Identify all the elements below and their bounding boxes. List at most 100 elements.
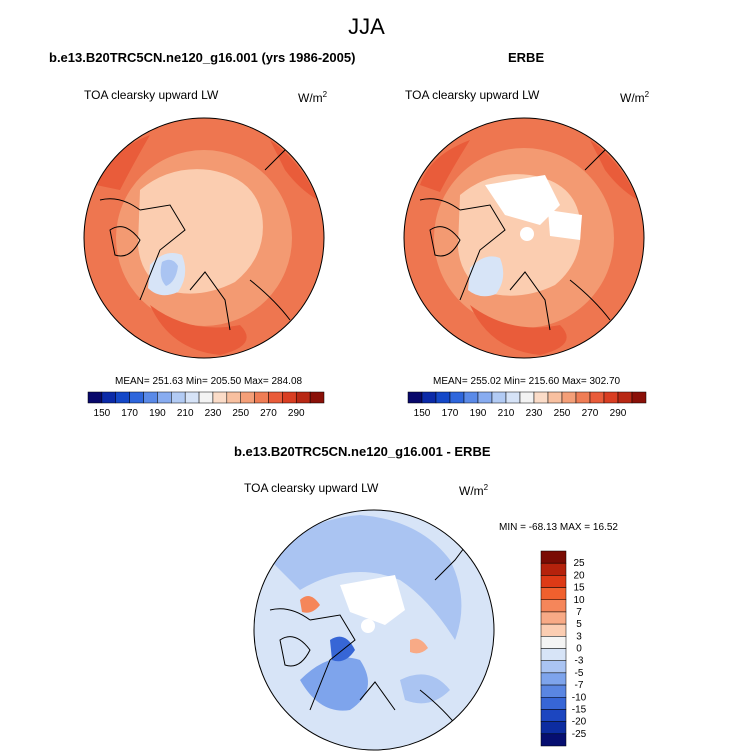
colorbar1-tick-label: 290 [288, 408, 305, 419]
colorbar2-box [589, 391, 605, 404]
panel1-map [83, 117, 325, 359]
colorbar1-box [129, 391, 144, 404]
colorbar2-box [603, 391, 619, 404]
colorbar3-tick-label: 0 [576, 644, 582, 655]
colorbar2-box [435, 391, 451, 404]
colorbar1-box [282, 391, 297, 404]
colorbar3-tick-label: -20 [572, 717, 587, 728]
colorbar2-tick-label: 190 [470, 408, 487, 419]
colorbar2-box [575, 391, 591, 404]
colorbar1-tick-label: 230 [205, 408, 222, 419]
colorbar1-tick-label: 270 [260, 408, 277, 419]
colorbar1-tick-label: 250 [232, 408, 249, 419]
colorbar3-box [540, 550, 567, 564]
panel1-subtitle: TOA clearsky upward LW [84, 88, 219, 102]
colorbar1-box [198, 391, 214, 404]
colorbar2-box [505, 391, 521, 404]
panel2-units: W/m2 [620, 90, 650, 105]
colorbar3-box [540, 721, 567, 735]
colorbar2-tick-label: 250 [554, 408, 571, 419]
colorbar1-box [157, 391, 172, 404]
colorbar3-tick-label: 20 [573, 570, 585, 581]
colorbar1-box [115, 391, 130, 404]
panel2-stats: MEAN= 255.02 Min= 215.60 Max= 302.70 [433, 376, 621, 387]
panel3-units: W/m2 [459, 483, 489, 498]
colorbar1-box [171, 391, 186, 404]
colorbar3-tick-label: -3 [575, 656, 584, 667]
panel3-stats: MIN = -68.13 MAX = 16.52 [499, 522, 618, 533]
colorbar2-box [533, 391, 549, 404]
colorbar2-box [617, 391, 633, 404]
colorbar3-box [540, 660, 567, 674]
colorbar3-tick-label: 7 [576, 607, 582, 618]
colorbar1-box [226, 391, 241, 404]
colorbar2-box [547, 391, 563, 404]
colorbar3-box [540, 648, 567, 661]
colorbar1-tick-label: 210 [177, 408, 194, 419]
colorbar2-box [519, 391, 535, 404]
panel1-stats: MEAN= 251.63 Min= 205.50 Max= 284.08 [115, 376, 303, 387]
colorbar2-box [561, 391, 577, 404]
colorbar3-tick-label: -10 [572, 692, 587, 703]
colorbar1-tick-label: 170 [121, 408, 138, 419]
colorbar2-tick-label: 290 [610, 408, 627, 419]
panel3-map [253, 509, 495, 751]
colorbar1-tick-label: 190 [149, 408, 166, 419]
colorbar2-tick-label: 230 [526, 408, 543, 419]
colorbar-panel1: 150 170 190 210 230 250 270 290 [87, 391, 325, 419]
colorbar1-box [309, 391, 325, 404]
colorbar1-box [143, 391, 158, 404]
colorbar3-box [540, 587, 567, 600]
colorbar1-box [295, 391, 311, 404]
colorbar3-tick-label: 25 [573, 558, 585, 569]
colorbar2-box [463, 391, 479, 404]
colorbar2-box [477, 391, 493, 404]
figure-title: JJA [348, 14, 385, 39]
colorbar3-tick-label: 10 [573, 595, 585, 606]
panel3-subtitle: TOA clearsky upward LW [244, 481, 379, 495]
colorbar3-box [540, 611, 567, 625]
colorbar3-tick-label: -5 [575, 668, 584, 679]
colorbar3-box [540, 697, 567, 710]
panel3-title: b.e13.B20TRC5CN.ne120_g16.001 - ERBE [234, 444, 491, 459]
colorbar2-box [631, 391, 647, 404]
colorbar3-tick-label: -15 [572, 704, 587, 715]
colorbar2-box [491, 391, 507, 404]
colorbar2-tick-label: 170 [442, 408, 459, 419]
panel1-title: b.e13.B20TRC5CN.ne120_g16.001 (yrs 1986-… [49, 50, 356, 65]
panel2-map [403, 117, 645, 359]
colorbar2-tick-label: 210 [498, 408, 515, 419]
colorbar3-box [540, 575, 567, 588]
colorbar1-tick-label: 150 [94, 408, 111, 419]
colorbar1-box [184, 391, 200, 404]
panel1-units: W/m2 [298, 90, 328, 105]
colorbar2-box [421, 391, 437, 404]
colorbar1-box [240, 391, 255, 404]
colorbar3-box [540, 599, 567, 613]
colorbar2-tick-label: 270 [582, 408, 599, 419]
colorbar3-box [540, 562, 567, 576]
colorbar3-box [540, 733, 567, 747]
colorbar3-tick-label: -7 [575, 680, 584, 691]
colorbar-panel2: 150 170 190 210 230 250 270 290 [407, 391, 647, 419]
colorbar3-tick-label: 5 [576, 619, 582, 630]
colorbar2-box [449, 391, 465, 404]
colorbar1-box [87, 391, 103, 404]
colorbar3-box [540, 684, 567, 698]
colorbar2-box [407, 391, 423, 404]
colorbar3-tick-label: 3 [576, 631, 582, 642]
panel2-title: ERBE [508, 50, 545, 65]
colorbar3-box [540, 636, 567, 649]
colorbar3-box [540, 672, 567, 686]
colorbar1-box [254, 391, 269, 404]
colorbar1-box [212, 391, 228, 404]
colorbar1-box [268, 391, 283, 404]
colorbar3-tick-label: -25 [572, 729, 587, 740]
colorbar3-box [540, 709, 567, 722]
colorbar2-tick-label: 150 [414, 408, 431, 419]
colorbar1-box [101, 391, 117, 404]
colorbar3-box [540, 623, 567, 637]
panel2-subtitle: TOA clearsky upward LW [405, 88, 540, 102]
